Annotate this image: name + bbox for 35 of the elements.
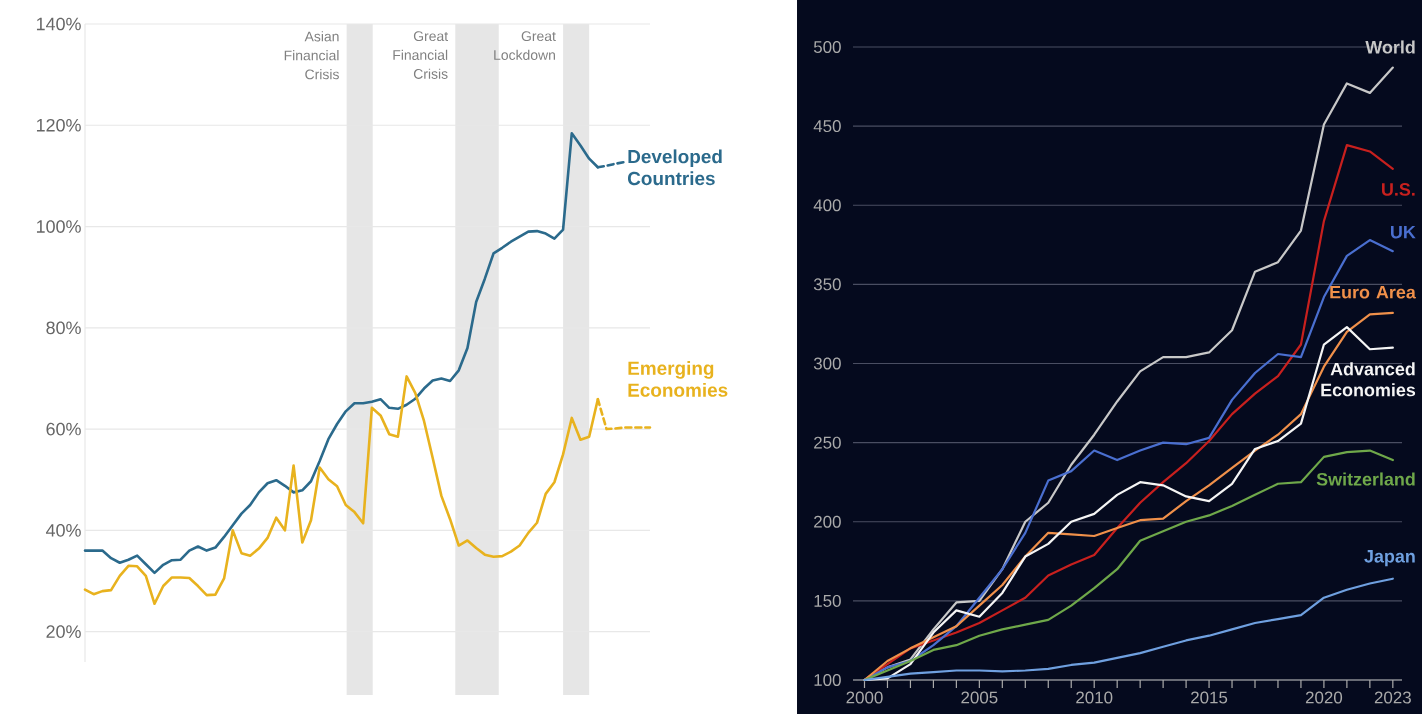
series-label: U.S. [1382, 183, 1415, 196]
series-label: World [1365, 40, 1415, 54]
series-label: Emerging Economies [628, 361, 728, 397]
x-tick-label: 2000 [846, 691, 883, 704]
y-tick-label: 450 [813, 120, 841, 133]
annotation: Great Financial Crisis [393, 31, 448, 79]
y-tick-label: 400 [813, 199, 841, 212]
y-tick-label: 40% [45, 523, 81, 537]
x-tick-label: 2015 [1191, 691, 1228, 704]
series-label: Developed Countries [627, 149, 722, 186]
y-tick-label: 350 [813, 278, 841, 291]
annotation: Great Lockdown [494, 31, 556, 60]
series-label: Advanced Economies [1321, 362, 1416, 397]
series-label: Switzerland [1316, 472, 1415, 486]
y-tick-label: 250 [814, 436, 841, 449]
y-tick-label: 100 [814, 674, 841, 686]
x-tick-label: 2010 [1076, 691, 1113, 704]
y-tick-label: 80% [46, 321, 81, 335]
y-tick-label: 500 [813, 41, 841, 53]
series-label: UK [1390, 225, 1416, 239]
line-series [863, 577, 1394, 682]
series-label: Euro Area [1330, 286, 1416, 299]
y-tick-label: 200 [814, 515, 841, 528]
series-label: Japan [1364, 550, 1415, 567]
x-tick-label: 2005 [961, 691, 998, 704]
y-tick-label: 150 [814, 594, 841, 607]
y-tick-label: 20% [46, 625, 81, 638]
y-tick-label: 140% [36, 17, 81, 31]
y-tick-label: 100% [36, 220, 81, 233]
annotation: Asian Financial Crisis [284, 31, 339, 80]
x-tick-label: 2023 [1374, 691, 1411, 704]
x-tick-label: 2020 [1305, 691, 1343, 704]
y-tick-label: 120% [36, 118, 81, 132]
y-tick-label: 60% [46, 422, 81, 436]
y-tick-label: 300 [813, 357, 841, 370]
